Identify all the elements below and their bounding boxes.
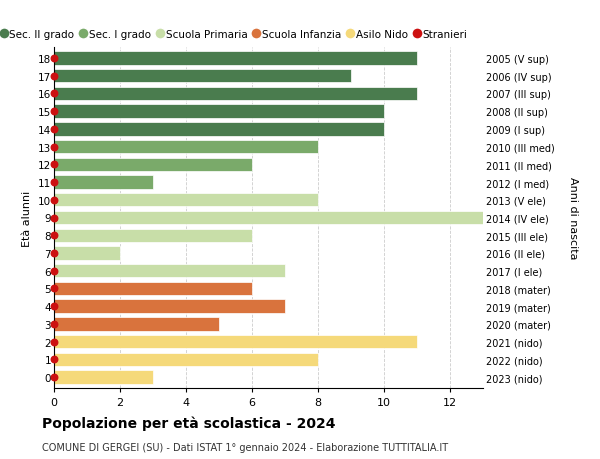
Point: [49, 250, 59, 257]
Bar: [54, 212, 483, 224]
Y-axis label: Età alunni: Età alunni: [22, 190, 32, 246]
Bar: [54, 318, 219, 331]
Bar: [54, 229, 252, 242]
Bar: [54, 158, 252, 172]
Bar: [54, 52, 417, 66]
Point: [49, 303, 59, 310]
Bar: [54, 123, 384, 136]
Bar: [54, 88, 417, 101]
Bar: [54, 105, 384, 118]
Bar: [54, 282, 252, 296]
Bar: [54, 140, 318, 154]
Point: [49, 144, 59, 151]
Bar: [54, 370, 153, 384]
Point: [49, 108, 59, 116]
Point: [49, 232, 59, 240]
Bar: [54, 247, 120, 260]
Point: [49, 55, 59, 62]
Bar: [54, 335, 417, 348]
Legend: Sec. II grado, Sec. I grado, Scuola Primaria, Scuola Infanzia, Asilo Nido, Stran: Sec. II grado, Sec. I grado, Scuola Prim…: [1, 30, 467, 39]
Text: COMUNE DI GERGEI (SU) - Dati ISTAT 1° gennaio 2024 - Elaborazione TUTTITALIA.IT: COMUNE DI GERGEI (SU) - Dati ISTAT 1° ge…: [42, 442, 448, 452]
Point: [49, 268, 59, 275]
Bar: [54, 353, 318, 366]
Point: [49, 196, 59, 204]
Point: [49, 73, 59, 80]
Point: [49, 356, 59, 363]
Y-axis label: Anni di nascita: Anni di nascita: [568, 177, 578, 259]
Bar: [54, 264, 285, 278]
Point: [49, 214, 59, 222]
Point: [49, 161, 59, 168]
Text: Popolazione per età scolastica - 2024: Popolazione per età scolastica - 2024: [42, 415, 335, 430]
Bar: [54, 176, 153, 189]
Point: [49, 338, 59, 346]
Point: [49, 126, 59, 133]
Bar: [54, 194, 318, 207]
Point: [49, 90, 59, 98]
Point: [49, 374, 59, 381]
Point: [49, 285, 59, 292]
Point: [49, 179, 59, 186]
Bar: [54, 300, 285, 313]
Point: [49, 320, 59, 328]
Bar: [54, 70, 351, 83]
